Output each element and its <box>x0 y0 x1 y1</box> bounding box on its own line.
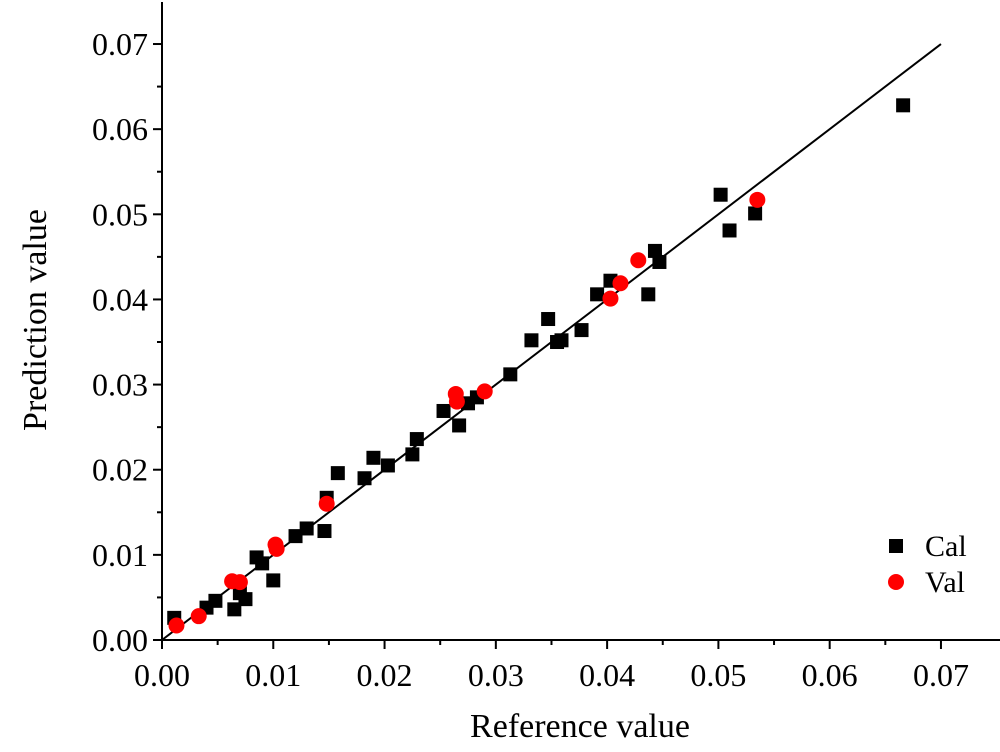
legend-label-cal: Cal <box>925 530 967 563</box>
y-tick-label: 0.00 <box>92 622 148 658</box>
cal-point <box>503 367 518 382</box>
cal-point <box>554 333 569 348</box>
cal-point <box>748 206 763 221</box>
cal-point <box>452 418 467 433</box>
x-tick-label: 0.02 <box>357 657 413 693</box>
val-point <box>318 495 335 512</box>
y-tick-label: 0.05 <box>92 196 148 232</box>
cal-point <box>574 323 589 338</box>
cal-point <box>266 573 281 588</box>
val-point <box>612 275 629 292</box>
cal-point <box>238 592 253 607</box>
val-point <box>476 383 493 400</box>
y-tick-label: 0.04 <box>92 281 148 317</box>
legend-label-val: Val <box>925 566 965 599</box>
val-point <box>231 574 248 591</box>
cal-point <box>299 521 314 536</box>
y-tick-label: 0.02 <box>92 452 148 488</box>
cal-point <box>652 254 667 269</box>
val-point <box>602 290 619 307</box>
cal-point <box>641 287 656 302</box>
cal-point <box>409 432 424 447</box>
y-axis-label: Prediction value <box>17 209 54 431</box>
cal-point <box>330 466 345 481</box>
cal-point <box>317 524 332 539</box>
cal-point <box>713 187 728 202</box>
cal-point <box>405 447 420 462</box>
cal-point <box>541 312 556 327</box>
cal-point <box>647 243 662 258</box>
y-tick-label: 0.06 <box>92 111 148 147</box>
x-tick-label: 0.05 <box>690 657 746 693</box>
val-point <box>749 191 766 208</box>
cal-point <box>357 471 372 486</box>
data-points <box>167 98 911 634</box>
val-point <box>448 393 465 410</box>
x-axis-label: Reference value <box>470 708 690 745</box>
cal-point <box>590 287 605 302</box>
series-cal <box>167 98 911 625</box>
cal-point <box>896 98 911 113</box>
cal-point <box>722 223 737 238</box>
x-tick-label: 0.03 <box>468 657 524 693</box>
legend-marker-cal <box>889 539 903 553</box>
cal-point <box>255 556 270 571</box>
x-tick-label: 0.07 <box>913 657 969 693</box>
axes: 0.00 0.01 0.02 0.03 0.04 0.05 0.06 0.07 0.00 0.01… <box>92 2 1000 693</box>
cal-point <box>436 403 451 418</box>
series-val <box>168 191 766 634</box>
val-point <box>190 608 207 625</box>
cal-point <box>208 593 223 608</box>
x-tick-label: 0.04 <box>579 657 635 693</box>
cal-point <box>524 333 539 348</box>
x-tick-label: 0.06 <box>802 657 858 693</box>
x-tick-label: 0.00 <box>134 657 190 693</box>
cal-point <box>380 458 395 473</box>
val-point <box>630 252 647 269</box>
y-tick-label: 0.03 <box>92 367 148 403</box>
cal-point <box>227 602 242 617</box>
legend-marker-val <box>888 574 904 590</box>
cal-point <box>366 450 381 465</box>
x-tick-label: 0.01 <box>245 657 301 693</box>
val-point <box>268 540 285 557</box>
y-tick-label: 0.01 <box>92 537 148 573</box>
val-point <box>168 617 185 634</box>
cal-point <box>288 529 303 544</box>
y-tick-label: 0.07 <box>92 26 148 62</box>
